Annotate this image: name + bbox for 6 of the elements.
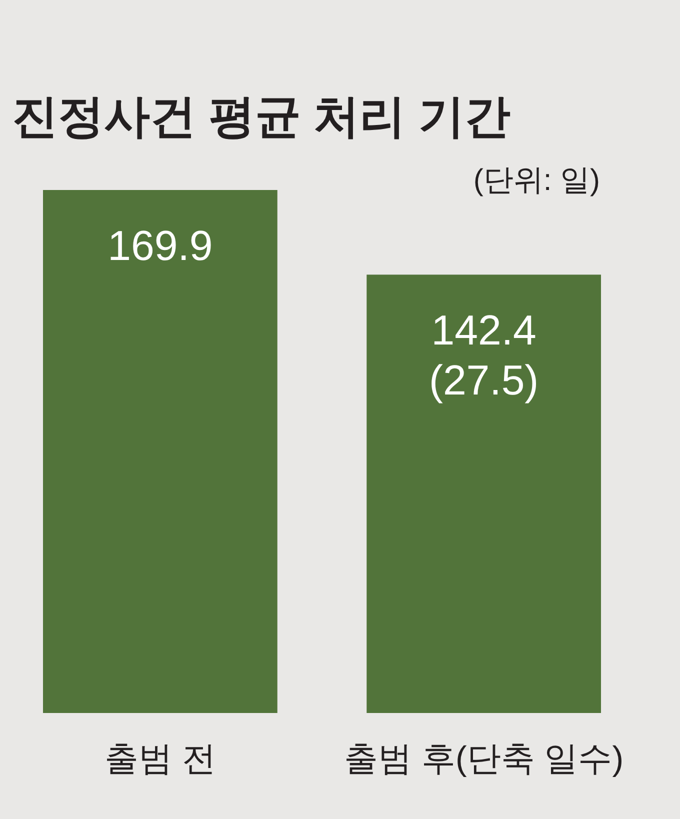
chart-subtitle: (단위: 일) xyxy=(473,164,600,197)
chart-title: 진정사건 평균 처리 기간 xyxy=(12,90,510,142)
data-label: 142.4 (27.5) xyxy=(428,306,539,404)
x-tick-label: 출범 전 xyxy=(104,740,216,778)
x-tick-label: 출범 후(단축 일수) xyxy=(344,740,624,778)
data-label: 169.9 xyxy=(108,222,213,269)
